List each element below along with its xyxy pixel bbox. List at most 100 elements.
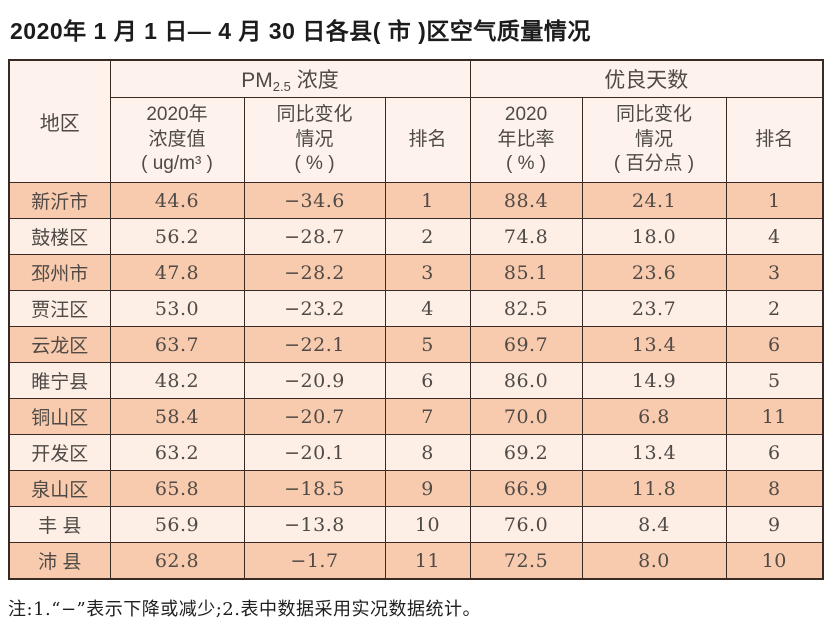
cell-pm25-value: 58.4: [109, 398, 245, 435]
cell-pm25-rank: 7: [384, 398, 471, 435]
cell-ratio-change: 23.6: [581, 254, 727, 291]
cell-pm25-value: 44.6: [109, 182, 245, 219]
cell-pm25-rank: 9: [384, 470, 471, 507]
column-header-ratio: 2020 年比率 ( % ): [469, 97, 583, 183]
cell-pm25-change: −22.1: [243, 326, 386, 363]
cell-ratio: 69.7: [469, 326, 583, 363]
cell-region: 铜山区: [8, 398, 111, 435]
cell-ratio-change: 11.8: [581, 470, 727, 507]
cell-region: 云龙区: [8, 326, 111, 363]
cell-pm25-value: 48.2: [109, 362, 245, 399]
table-row: 开发区 63.2 −20.1 8 69.2 13.4 6: [8, 434, 824, 471]
cell-ratio: 72.5: [469, 542, 583, 580]
cell-pm25-change: −20.9: [243, 362, 386, 399]
cell-pm25-rank: 6: [384, 362, 471, 399]
table-row: 云龙区 63.7 −22.1 5 69.7 13.4 6: [8, 326, 824, 363]
column-header-ratio-rank: 排名: [725, 97, 824, 183]
cell-ratio-rank: 8: [725, 470, 824, 507]
cell-ratio-change: 13.4: [581, 326, 727, 363]
cell-pm25-change: −20.1: [243, 434, 386, 471]
air-quality-table: 地区 PM2.5 浓度 优良天数 2020年 浓度值 ( ug/m³ ) 同比变…: [8, 59, 825, 580]
cell-pm25-value: 53.0: [109, 290, 245, 327]
cell-ratio-rank: 9: [725, 506, 824, 543]
table-row: 丰 县 56.9 −13.8 10 76.0 8.4 9: [8, 506, 824, 543]
table-header: 地区 PM2.5 浓度 优良天数 2020年 浓度值 ( ug/m³ ) 同比变…: [8, 59, 824, 183]
table-row: 睢宁县 48.2 −20.9 6 86.0 14.9 5: [8, 362, 824, 399]
cell-pm25-value: 62.8: [109, 542, 245, 580]
cell-ratio: 88.4: [469, 182, 583, 219]
table-row: 泉山区 65.8 −18.5 9 66.9 11.8 8: [8, 470, 824, 507]
cell-pm25-rank: 11: [384, 542, 471, 580]
cell-ratio-change: 8.0: [581, 542, 727, 580]
table-row: 铜山区 58.4 −20.7 7 70.0 6.8 11: [8, 398, 824, 435]
cell-ratio: 85.1: [469, 254, 583, 291]
cell-ratio-change: 8.4: [581, 506, 727, 543]
cell-pm25-change: −34.6: [243, 182, 386, 219]
cell-region: 泉山区: [8, 470, 111, 507]
table-row: 沛 县 62.8 −1.7 11 72.5 8.0 10: [8, 542, 824, 580]
sub-header-row: 2020年 浓度值 ( ug/m³ ) 同比变化 情况 ( % ) 排名 202…: [9, 97, 824, 183]
cell-region: 睢宁县: [8, 362, 111, 399]
cell-ratio-rank: 5: [725, 362, 824, 399]
column-group-pm25: PM2.5 浓度: [109, 59, 471, 98]
cell-ratio-rank: 1: [725, 182, 824, 219]
cell-pm25-rank: 10: [384, 506, 471, 543]
pm25-label-subscript: 2.5: [272, 79, 291, 94]
footnote: 注:1.“−”表示下降或减少;2.表中数据采用实况数据统计。: [8, 599, 481, 620]
cell-ratio-change: 24.1: [581, 182, 727, 219]
cell-ratio-rank: 10: [725, 542, 824, 580]
table-row: 鼓楼区 56.2 −28.7 2 74.8 18.0 4: [8, 218, 824, 255]
table-row: 邳州市 47.8 −28.2 3 85.1 23.6 3: [8, 254, 824, 291]
pm25-label-prefix: PM: [241, 69, 273, 92]
cell-pm25-change: −23.2: [243, 290, 386, 327]
cell-ratio-change: 14.9: [581, 362, 727, 399]
cell-pm25-value: 65.8: [109, 470, 245, 507]
column-header-ratio-change: 同比变化 情况 ( 百分点 ): [581, 97, 727, 183]
cell-ratio-rank: 3: [725, 254, 824, 291]
cell-ratio: 76.0: [469, 506, 583, 543]
cell-region: 鼓楼区: [8, 218, 111, 255]
cell-ratio-rank: 6: [725, 434, 824, 471]
cell-ratio: 82.5: [469, 290, 583, 327]
cell-pm25-rank: 1: [384, 182, 471, 219]
cell-pm25-value: 56.2: [109, 218, 245, 255]
column-header-pm25-rank: 排名: [384, 97, 471, 183]
cell-pm25-rank: 3: [384, 254, 471, 291]
table-row: 新沂市 44.6 −34.6 1 88.4 24.1 1: [8, 182, 824, 219]
cell-ratio: 70.0: [469, 398, 583, 435]
cell-ratio-change: 23.7: [581, 290, 727, 327]
cell-ratio: 66.9: [469, 470, 583, 507]
cell-pm25-change: −18.5: [243, 470, 386, 507]
cell-ratio-change: 13.4: [581, 434, 727, 471]
cell-pm25-value: 47.8: [109, 254, 245, 291]
column-header-pm25-change: 同比变化 情况 ( % ): [243, 97, 386, 183]
cell-ratio-rank: 11: [725, 398, 824, 435]
cell-region: 沛 县: [8, 542, 111, 580]
column-header-region: 地区: [8, 59, 111, 183]
cell-pm25-rank: 8: [384, 434, 471, 471]
cell-ratio-change: 6.8: [581, 398, 727, 435]
page-title: 2020年 1 月 1 日— 4 月 30 日各县( 市 )区空气质量情况: [10, 18, 591, 44]
column-group-good-days: 优良天数: [469, 59, 824, 98]
cell-ratio-change: 18.0: [581, 218, 727, 255]
cell-pm25-change: −13.8: [243, 506, 386, 543]
group-header-row: 地区 PM2.5 浓度 优良天数: [8, 59, 824, 183]
table-row: 贾汪区 53.0 −23.2 4 82.5 23.7 2: [8, 290, 824, 327]
cell-pm25-value: 63.2: [109, 434, 245, 471]
cell-ratio: 86.0: [469, 362, 583, 399]
cell-pm25-value: 56.9: [109, 506, 245, 543]
cell-region: 开发区: [8, 434, 111, 471]
cell-pm25-change: −28.7: [243, 218, 386, 255]
cell-ratio: 74.8: [469, 218, 583, 255]
cell-ratio-rank: 6: [725, 326, 824, 363]
cell-region: 新沂市: [8, 182, 111, 219]
cell-ratio-rank: 4: [725, 218, 824, 255]
column-header-pm25-value: 2020年 浓度值 ( ug/m³ ): [109, 97, 245, 183]
cell-ratio-rank: 2: [725, 290, 824, 327]
cell-region: 丰 县: [8, 506, 111, 543]
cell-pm25-change: −28.2: [243, 254, 386, 291]
cell-ratio: 69.2: [469, 434, 583, 471]
cell-region: 贾汪区: [8, 290, 111, 327]
cell-pm25-rank: 4: [384, 290, 471, 327]
